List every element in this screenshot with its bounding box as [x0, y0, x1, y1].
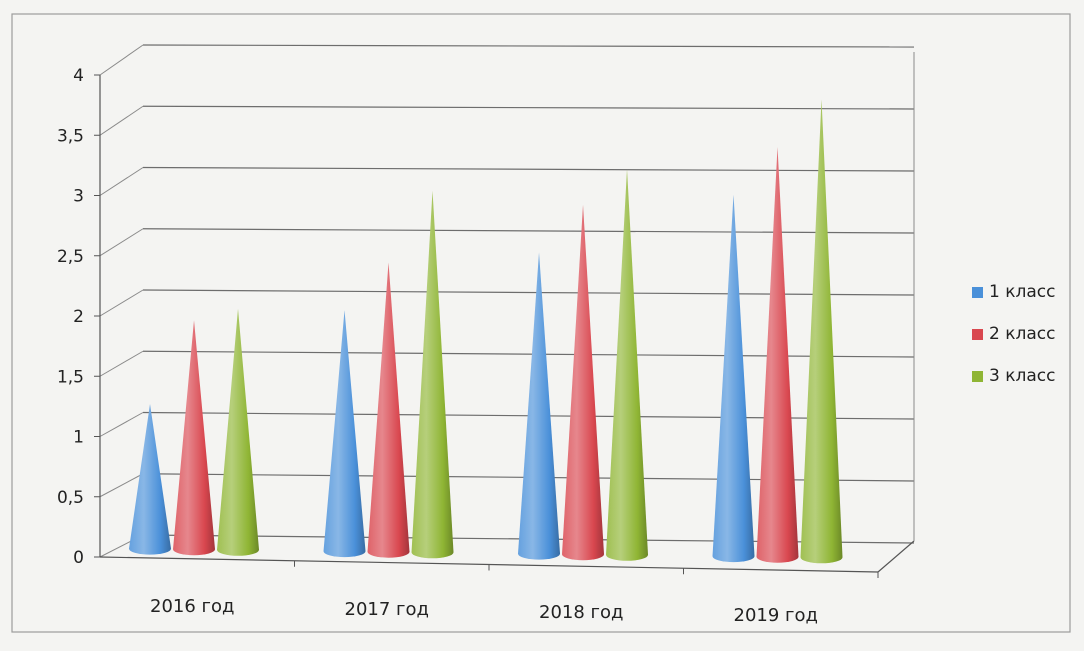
gridline-side [99, 412, 144, 437]
legend-swatch-3 [972, 370, 983, 382]
y-tick-label: 3 [73, 187, 84, 207]
gridline-side [99, 167, 144, 196]
legend-label-2: 2 класс [989, 324, 1056, 344]
cone-1-2017-год [323, 310, 366, 558]
legend-item-1: 1 класс [972, 280, 1055, 304]
y-tick-label: 0 [73, 548, 84, 568]
cone-3-2018-год [606, 169, 649, 561]
axes [94, 52, 915, 578]
legend-swatch-2 [972, 328, 983, 340]
legend: 1 класс 2 класс 3 класс [972, 280, 1055, 406]
gridline [142, 44, 915, 48]
x-tick-label: 2019 год [734, 605, 818, 626]
gridline-side [99, 289, 144, 317]
x-tick-label: 2017 год [345, 599, 429, 620]
legend-label-1: 1 класс [989, 282, 1056, 302]
gridline-side [99, 44, 144, 76]
y-tick-label: 2 [73, 307, 84, 327]
cone-3-2019-год [800, 99, 843, 564]
x-tick-label: 2018 год [539, 602, 623, 623]
gridline [142, 166, 915, 172]
axis-labels: 0 0,5 1 1,5 2 2,5 3 3,5 4 2016 год 2017 год 2018 го… [57, 66, 818, 626]
legend-swatch-1 [972, 286, 983, 298]
cone-2-2016-год [173, 320, 216, 556]
floor-edge [877, 540, 915, 573]
cone-2-2017-год [367, 262, 410, 558]
cone-1-2016-год [129, 404, 172, 555]
cone-1-2018-год [518, 252, 561, 560]
cones [129, 99, 843, 564]
y-tick-label: 1 [73, 428, 84, 448]
cone-3-2017-год [411, 190, 454, 559]
y-tick-label: 0,5 [57, 488, 84, 508]
gridline [142, 289, 915, 296]
gridline-side [99, 350, 144, 377]
cone-2-2019-год [756, 147, 799, 563]
y-tick-label: 4 [73, 66, 84, 86]
gridline-side [99, 473, 144, 498]
y-tick-label: 2,5 [57, 247, 84, 267]
x-tick-label: 2016 год [150, 596, 234, 617]
gridline [142, 105, 915, 110]
y-tick-label: 1,5 [57, 367, 84, 387]
y-tick-label: 3,5 [57, 126, 84, 146]
legend-item-2: 2 класс [972, 322, 1055, 346]
legend-item-3: 3 класс [972, 364, 1055, 388]
gridline-side [99, 228, 144, 257]
gridline [142, 228, 915, 234]
gridline-side [99, 105, 144, 136]
cone-3-2016-год [217, 308, 260, 556]
cone-1-2019-год [712, 194, 755, 563]
cone-2-2018-год [562, 204, 605, 561]
legend-label-3: 3 класс [989, 366, 1056, 386]
